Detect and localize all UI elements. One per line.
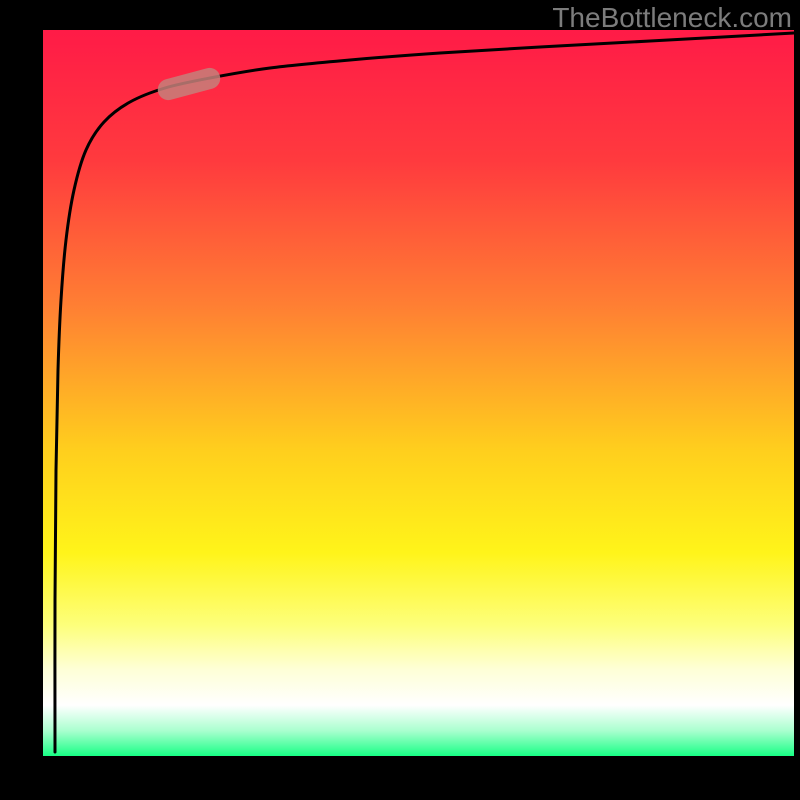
chart-stage: TheBottleneck.com [0, 0, 800, 800]
watermark-text: TheBottleneck.com [552, 2, 792, 34]
gradient-plot-area [43, 30, 794, 756]
